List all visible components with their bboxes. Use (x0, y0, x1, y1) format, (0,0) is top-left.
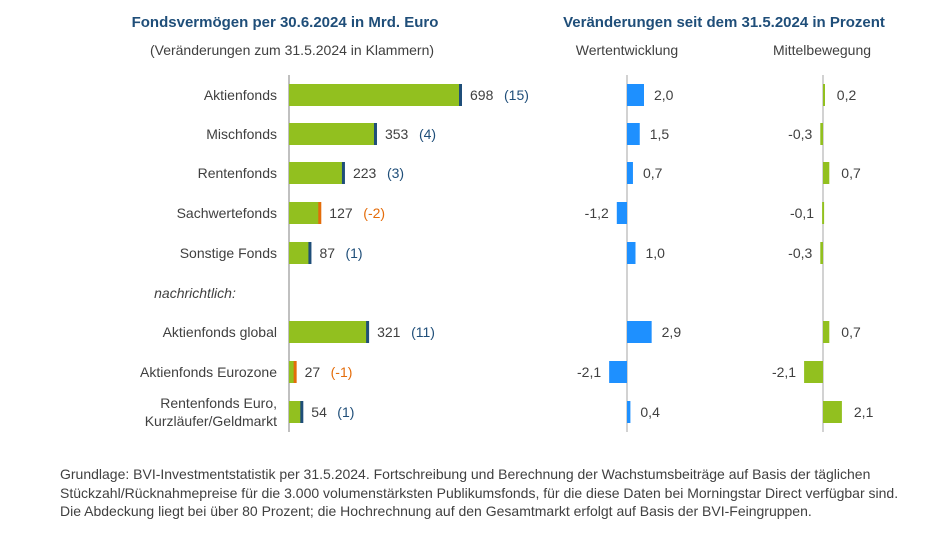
flows-column-title: Mittelbewegung (773, 42, 871, 58)
assets-bar-change-marker (366, 321, 370, 343)
performance-value-label: 0,7 (643, 165, 663, 181)
assets-change-label: (15) (504, 87, 529, 103)
assets-bar (289, 162, 344, 184)
assets-bar-change-marker (459, 84, 462, 106)
assets-bar (289, 202, 321, 224)
assets-bar-change-marker (341, 162, 345, 184)
category-label: Rentenfonds Euro, (160, 395, 277, 411)
performance-bar (616, 202, 627, 224)
flows-bar (822, 202, 825, 224)
performance-value-label: 2,9 (662, 324, 682, 340)
assets-change-label: (1) (337, 404, 354, 420)
performance-value-label: 1,5 (650, 126, 670, 142)
assets-bar (289, 401, 303, 423)
flows-bar (823, 401, 842, 423)
flows-value-label: 0,7 (841, 324, 861, 340)
assets-value-label: 353 (385, 126, 409, 142)
assets-bar (289, 123, 376, 145)
performance-bar (627, 242, 636, 264)
flows-value-label: -0,3 (788, 126, 812, 142)
assets-bar-change-marker (373, 123, 377, 145)
flows-value-label: 2,1 (854, 404, 874, 420)
performance-bar (627, 123, 640, 145)
assets-bar (289, 321, 369, 343)
flows-bar (820, 123, 823, 145)
assets-bar (289, 84, 461, 106)
flows-value-label: 0,7 (841, 165, 861, 181)
performance-bar (627, 162, 633, 184)
fund-chart: Fondsvermögen per 30.6.2024 in Mrd. Euro… (132, 14, 885, 432)
assets-value-label: 27 (305, 364, 321, 380)
flows-bar (804, 361, 823, 383)
performance-value-label: -2,1 (577, 364, 601, 380)
assets-change-label: (1) (345, 245, 362, 261)
flows-value-label: -2,1 (772, 364, 796, 380)
category-label: Aktienfonds (204, 87, 277, 103)
assets-value-label: 698 (470, 87, 494, 103)
assets-bar-change-marker (300, 401, 304, 423)
assets-change-label: (4) (419, 126, 436, 142)
assets-bar-change-marker (308, 242, 312, 264)
assets-chart-title: Fondsvermögen per 30.6.2024 in Mrd. Euro (132, 14, 439, 31)
assets-bar-change-marker (293, 361, 297, 383)
performance-bar (627, 84, 644, 106)
changes-chart-title: Veränderungen seit dem 31.5.2024 in Proz… (563, 14, 885, 31)
note-label: nachrichtlich: (154, 285, 236, 301)
category-label: Sachwertefonds (177, 205, 277, 221)
performance-bar (627, 401, 631, 423)
performance-value-label: 0,4 (640, 404, 660, 420)
assets-change-label: (-1) (331, 364, 353, 380)
performance-value-label: -1,2 (585, 205, 609, 221)
assets-change-label: (3) (387, 165, 404, 181)
assets-value-label: 54 (311, 404, 327, 420)
assets-value-label: 223 (353, 165, 377, 181)
category-label: Aktienfonds Eurozone (140, 364, 277, 380)
category-label: Kurzläufer/Geldmarkt (145, 413, 277, 429)
flows-value-label: -0,1 (790, 205, 814, 221)
performance-bar (627, 321, 652, 343)
performance-bar (609, 361, 627, 383)
flows-bar (823, 84, 825, 106)
assets-change-label: (11) (411, 324, 435, 340)
performance-value-label: 2,0 (654, 87, 674, 103)
assets-chart-subtitle: (Veränderungen zum 31.5.2024 in Klammern… (150, 42, 434, 58)
category-label: Sonstige Fonds (180, 245, 277, 261)
flows-value-label: -0,3 (788, 245, 812, 261)
performance-column-title: Wertentwicklung (576, 42, 678, 58)
assets-change-label: (-2) (363, 205, 385, 221)
flows-value-label: 0,2 (837, 87, 857, 103)
assets-bar (289, 361, 296, 383)
category-label: Aktienfonds global (163, 324, 277, 340)
flows-bar (820, 242, 823, 264)
assets-bar (289, 242, 311, 264)
assets-value-label: 127 (329, 205, 353, 221)
assets-bar-change-marker (318, 202, 322, 224)
assets-value-label: 321 (377, 324, 401, 340)
category-label: Mischfonds (206, 126, 277, 142)
category-label: Rentenfonds (198, 165, 277, 181)
assets-value-label: 87 (319, 245, 335, 261)
footnote: Grundlage: BVI-Investmentstatistik per 3… (60, 466, 899, 519)
flows-bar (823, 321, 830, 343)
performance-value-label: 1,0 (646, 245, 666, 261)
flows-bar (823, 162, 830, 184)
